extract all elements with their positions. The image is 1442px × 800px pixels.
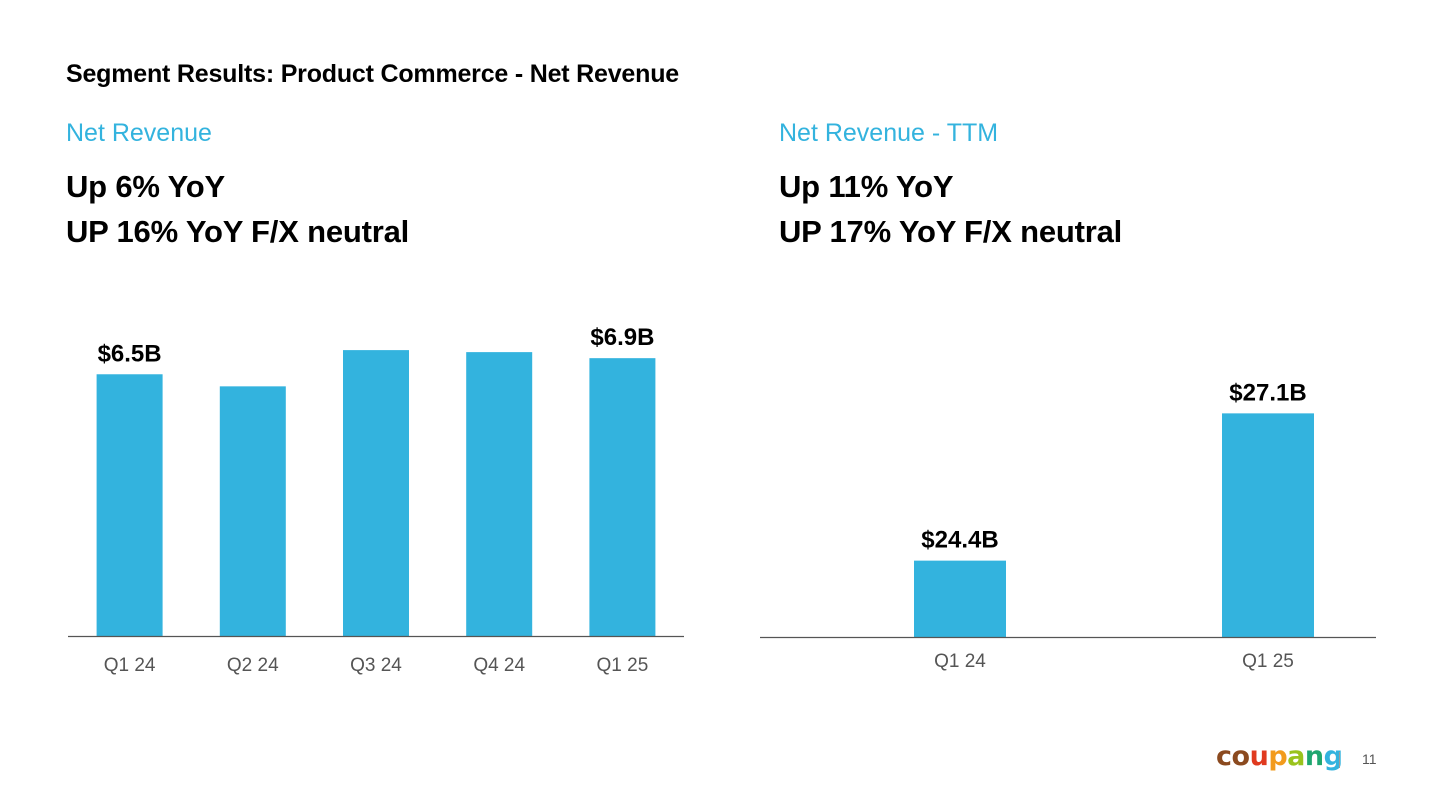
x-tick-label: Q1 25 — [1242, 651, 1294, 672]
logo-letter: o — [1231, 741, 1251, 772]
right-headline-line-2: UP 17% YoY F/X neutral — [779, 214, 1123, 249]
bar-q4-24 — [466, 352, 533, 636]
logo-letter: g — [1323, 741, 1343, 772]
bar-q1-25 — [589, 358, 656, 636]
left-headline-line-2: UP 16% YoY F/X neutral — [66, 214, 410, 249]
x-tick-label: Q1 24 — [934, 651, 986, 672]
left-panel-headline: Up 6% YoY UP 16% YoY F/X neutral — [66, 164, 409, 254]
logo-letter: u — [1249, 741, 1269, 772]
coupang-logo: coupang — [1216, 741, 1343, 772]
data-label: $27.1B — [1229, 379, 1306, 406]
footer-separator — [1339, 752, 1340, 768]
x-tick-label: Q3 24 — [350, 655, 402, 676]
page-title: Segment Results: Product Commerce - Net … — [66, 60, 679, 88]
x-tick-label: Q1 24 — [104, 655, 156, 676]
logo-letter: a — [1287, 741, 1305, 772]
right-panel-label: Net Revenue - TTM — [779, 119, 999, 147]
bar-q1-25 — [1222, 413, 1314, 637]
logo-letter: n — [1304, 741, 1324, 772]
page-number: 11 — [1362, 751, 1377, 767]
net-revenue-ttm-bar-chart: $24.4B Q1 24 $27.1B Q1 25 — [760, 379, 1376, 672]
bar-q2-24 — [219, 386, 286, 636]
right-panel-headline: Up 11% YoY UP 17% YoY F/X neutral — [779, 164, 1122, 254]
bar-q1-24 — [96, 374, 163, 636]
right-headline-line-1: Up 11% YoY — [779, 169, 954, 204]
x-tick-label: Q2 24 — [227, 655, 279, 676]
logo-letter: p — [1268, 741, 1288, 772]
bar-q1-24 — [914, 560, 1006, 637]
x-tick-label: Q4 24 — [473, 655, 525, 676]
data-label: $24.4B — [921, 527, 998, 554]
left-headline-line-1: Up 6% YoY — [66, 169, 225, 204]
net-revenue-bar-chart: $6.5B Q1 24 Q2 24 Q3 24 Q4 24 $6.9B Q1 25 — [68, 324, 684, 676]
logo-letter: c — [1216, 741, 1232, 772]
data-label: $6.9B — [590, 324, 654, 351]
data-label: $6.5B — [98, 340, 162, 367]
bar-q3-24 — [343, 350, 409, 636]
left-panel-label: Net Revenue — [66, 119, 212, 147]
x-tick-label: Q1 25 — [597, 655, 649, 676]
